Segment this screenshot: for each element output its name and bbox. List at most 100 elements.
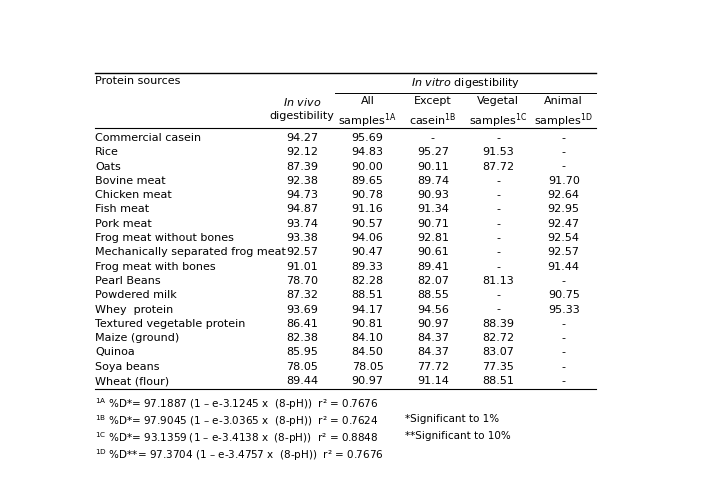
Text: 89.41: 89.41 xyxy=(417,261,449,271)
Text: 94.73: 94.73 xyxy=(286,190,318,200)
Text: 89.65: 89.65 xyxy=(352,175,383,185)
Text: -: - xyxy=(496,232,500,242)
Text: -: - xyxy=(562,276,566,286)
Text: 92.57: 92.57 xyxy=(548,247,580,257)
Text: 93.69: 93.69 xyxy=(286,304,318,314)
Text: 84.37: 84.37 xyxy=(417,333,449,343)
Text: -: - xyxy=(562,375,566,385)
Text: Rice: Rice xyxy=(95,147,119,157)
Text: 83.07: 83.07 xyxy=(483,347,514,357)
Text: 91.70: 91.70 xyxy=(548,175,580,185)
Text: -: - xyxy=(496,204,500,214)
Text: 95.27: 95.27 xyxy=(417,147,449,157)
Text: $^{\mathregular{1C}}$ %D*= 93.1359 (1 – e-3.4138 x  (8-pH))  r² = 0.8848: $^{\mathregular{1C}}$ %D*= 93.1359 (1 – … xyxy=(95,430,378,445)
Text: 77.35: 77.35 xyxy=(483,361,514,371)
Text: 78.05: 78.05 xyxy=(286,361,318,371)
Text: 94.87: 94.87 xyxy=(286,204,318,214)
Text: 82.38: 82.38 xyxy=(286,333,318,343)
Text: 90.75: 90.75 xyxy=(548,290,580,300)
Text: 95.33: 95.33 xyxy=(548,304,580,314)
Text: 90.11: 90.11 xyxy=(417,161,449,171)
Text: 90.57: 90.57 xyxy=(352,218,383,228)
Text: 85.95: 85.95 xyxy=(286,347,318,357)
Text: 92.12: 92.12 xyxy=(286,147,318,157)
Text: 86.41: 86.41 xyxy=(286,318,318,328)
Text: Soya beans: Soya beans xyxy=(95,361,159,371)
Text: 94.83: 94.83 xyxy=(352,147,383,157)
Text: 89.74: 89.74 xyxy=(417,175,449,185)
Text: digestibility: digestibility xyxy=(270,111,335,121)
Text: 93.38: 93.38 xyxy=(286,232,318,242)
Text: 88.55: 88.55 xyxy=(417,290,449,300)
Text: 92.81: 92.81 xyxy=(417,232,449,242)
Text: Pearl Beans: Pearl Beans xyxy=(95,276,161,286)
Text: 90.61: 90.61 xyxy=(417,247,449,257)
Text: 90.71: 90.71 xyxy=(417,218,449,228)
Text: 94.17: 94.17 xyxy=(352,304,383,314)
Text: Frog meat with bones: Frog meat with bones xyxy=(95,261,215,271)
Text: -: - xyxy=(496,247,500,257)
Text: -: - xyxy=(431,133,435,143)
Text: -: - xyxy=(496,304,500,314)
Text: 90.97: 90.97 xyxy=(352,375,383,385)
Text: 90.81: 90.81 xyxy=(352,318,383,328)
Text: Oats: Oats xyxy=(95,161,121,171)
Text: Animal: Animal xyxy=(544,96,583,106)
Text: 84.50: 84.50 xyxy=(352,347,383,357)
Text: -: - xyxy=(496,218,500,228)
Text: $\it{In\ vivo}$: $\it{In\ vivo}$ xyxy=(283,96,322,108)
Text: 77.72: 77.72 xyxy=(417,361,449,371)
Text: samples$^{\mathregular{1A}}$: samples$^{\mathregular{1A}}$ xyxy=(338,111,397,130)
Text: **Significant to 10%: **Significant to 10% xyxy=(405,430,511,440)
Text: Except: Except xyxy=(414,96,452,106)
Text: 78.70: 78.70 xyxy=(286,276,318,286)
Text: 91.14: 91.14 xyxy=(417,375,449,385)
Text: Pork meat: Pork meat xyxy=(95,218,152,228)
Text: Textured vegetable protein: Textured vegetable protein xyxy=(95,318,245,328)
Text: -: - xyxy=(562,147,566,157)
Text: Frog meat without bones: Frog meat without bones xyxy=(95,232,234,242)
Text: -: - xyxy=(562,333,566,343)
Text: casein$^{\mathregular{1B}}$: casein$^{\mathregular{1B}}$ xyxy=(409,111,457,128)
Text: 95.69: 95.69 xyxy=(352,133,383,143)
Text: 84.37: 84.37 xyxy=(417,347,449,357)
Text: 89.33: 89.33 xyxy=(352,261,383,271)
Text: 91.01: 91.01 xyxy=(286,261,318,271)
Text: 90.97: 90.97 xyxy=(417,318,449,328)
Text: 94.27: 94.27 xyxy=(286,133,318,143)
Text: 81.13: 81.13 xyxy=(483,276,514,286)
Text: $^{\mathregular{1B}}$ %D*= 97.9045 (1 – e-3.0365 x  (8-pH))  r² = 0.7624: $^{\mathregular{1B}}$ %D*= 97.9045 (1 – … xyxy=(95,413,378,428)
Text: samples$^{\mathregular{1C}}$: samples$^{\mathregular{1C}}$ xyxy=(469,111,528,130)
Text: 82.07: 82.07 xyxy=(417,276,449,286)
Text: 94.56: 94.56 xyxy=(417,304,449,314)
Text: Maize (ground): Maize (ground) xyxy=(95,333,179,343)
Text: 93.74: 93.74 xyxy=(286,218,318,228)
Text: 89.44: 89.44 xyxy=(286,375,318,385)
Text: -: - xyxy=(562,361,566,371)
Text: 84.10: 84.10 xyxy=(352,333,383,343)
Text: -: - xyxy=(562,161,566,171)
Text: -: - xyxy=(562,318,566,328)
Text: Fish meat: Fish meat xyxy=(95,204,149,214)
Text: 92.57: 92.57 xyxy=(286,247,318,257)
Text: 90.93: 90.93 xyxy=(417,190,449,200)
Text: All: All xyxy=(360,96,375,106)
Text: Bovine meat: Bovine meat xyxy=(95,175,166,185)
Text: $^{\mathregular{1D}}$ %D**= 97.3704 (1 – e-3.4757 x  (8-pH))  r² = 0.7676: $^{\mathregular{1D}}$ %D**= 97.3704 (1 –… xyxy=(95,447,383,462)
Text: 90.00: 90.00 xyxy=(352,161,383,171)
Text: 92.54: 92.54 xyxy=(548,232,580,242)
Text: -: - xyxy=(496,175,500,185)
Text: Mechanically separated frog meat: Mechanically separated frog meat xyxy=(95,247,286,257)
Text: Commercial casein: Commercial casein xyxy=(95,133,201,143)
Text: 92.64: 92.64 xyxy=(548,190,580,200)
Text: 90.47: 90.47 xyxy=(352,247,383,257)
Text: *Significant to 1%: *Significant to 1% xyxy=(405,413,499,423)
Text: 91.53: 91.53 xyxy=(483,147,514,157)
Text: 82.28: 82.28 xyxy=(352,276,384,286)
Text: -: - xyxy=(562,133,566,143)
Text: 87.32: 87.32 xyxy=(286,290,318,300)
Text: Whey  protein: Whey protein xyxy=(95,304,173,314)
Text: Protein sources: Protein sources xyxy=(95,76,180,86)
Text: Chicken meat: Chicken meat xyxy=(95,190,172,200)
Text: -: - xyxy=(496,190,500,200)
